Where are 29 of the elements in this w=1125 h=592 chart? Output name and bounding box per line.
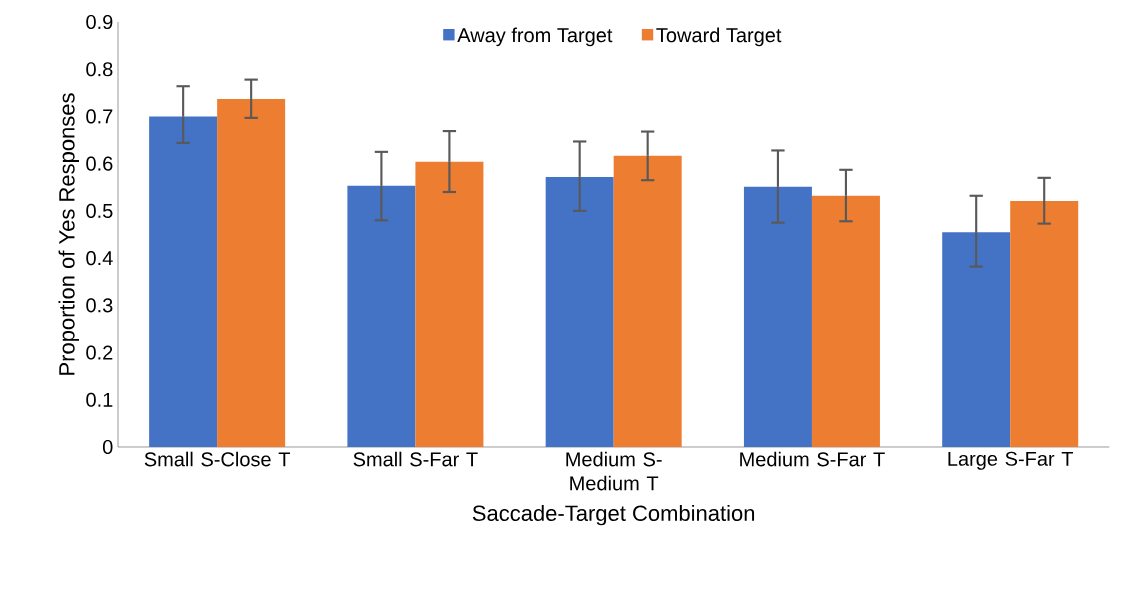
bar (545, 176, 614, 447)
y-axis-title: Proportion of Yes Responses (58, 93, 79, 375)
bar (415, 161, 484, 447)
bar (942, 232, 1011, 447)
legend-label: Away from Target (457, 27, 613, 47)
bar (347, 185, 416, 447)
x-tick-label: Small S-Close T (144, 451, 290, 467)
legend-label: Toward Target (656, 27, 782, 47)
x-tick-label: Medium S-Far T (740, 451, 885, 467)
x-tick-label: Large S-Far T (948, 451, 1074, 470)
x-tick-label: Small S-Far T (353, 451, 478, 467)
bar (217, 98, 286, 447)
bar (149, 116, 218, 447)
y-tick-label: 0.7 (86, 109, 113, 124)
bar (743, 186, 812, 447)
y-tick-label: 0.1 (86, 392, 113, 407)
y-tick-label: 0.4 (86, 251, 113, 266)
y-tick-label: 0.3 (86, 298, 113, 313)
x-tick-label: Medium S-Medium T (566, 451, 662, 491)
y-tick-label: 0.5 (86, 203, 113, 218)
y-tick-label: 0 (102, 439, 113, 455)
bar (1010, 200, 1079, 447)
bar (811, 195, 880, 447)
y-tick-label: 0.9 (86, 14, 113, 30)
y-tick-label: 0.8 (86, 62, 113, 77)
bar (613, 155, 682, 447)
x-axis-title: Saccade-Target Combination (472, 504, 755, 526)
y-tick-label: 0.2 (86, 345, 113, 360)
y-tick-label: 0.6 (86, 156, 113, 171)
